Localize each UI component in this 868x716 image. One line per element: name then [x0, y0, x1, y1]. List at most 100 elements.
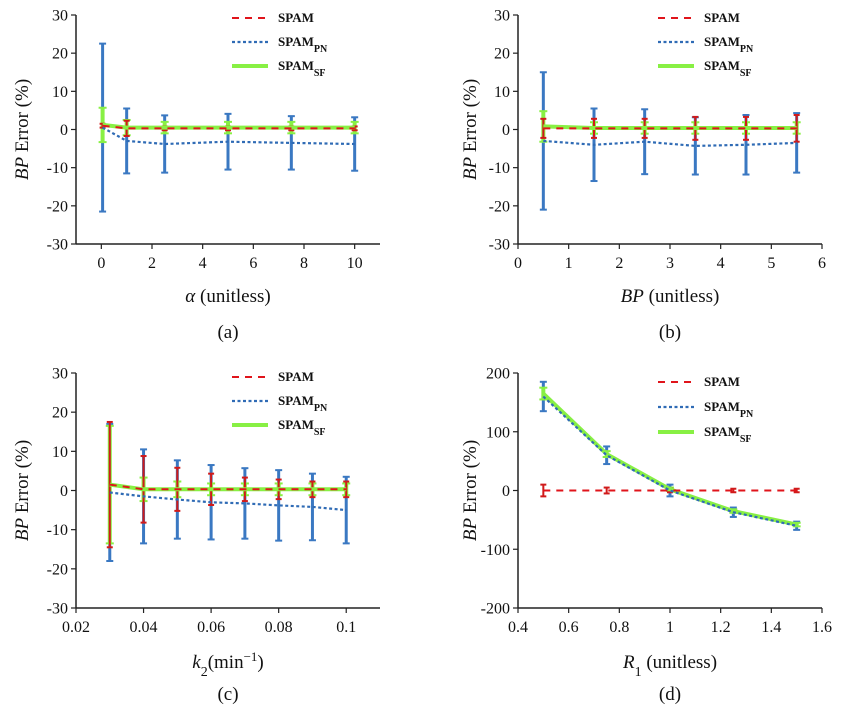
y-tick-label: 100 — [486, 424, 510, 441]
legend-label-sub: PN — [740, 44, 754, 55]
y-tick-label: 10 — [52, 444, 68, 461]
x-tick-label: 5 — [767, 255, 775, 272]
legend-label-main: SPAM — [704, 374, 740, 389]
x-tick-label: 0 — [97, 255, 105, 272]
panel-label: (b) — [659, 322, 681, 343]
y-tick-label: -100 — [481, 542, 510, 559]
y-tick-label: 20 — [52, 405, 68, 422]
y-tick-label: 0 — [502, 122, 510, 139]
x-axis-label-italic: α — [185, 286, 196, 307]
y-axis-label-italic: BP — [12, 157, 33, 181]
legend-label-sub: PN — [314, 403, 328, 414]
legend-label-main: SPAM — [278, 58, 314, 73]
y-axis-label-italic: BP — [460, 518, 481, 542]
x-tick-label: 1.4 — [761, 619, 781, 636]
series-line-spampn — [109, 491, 347, 512]
y-tick-label: -20 — [47, 561, 68, 578]
x-tick-label: 8 — [300, 255, 308, 272]
series-line-spam — [102, 124, 355, 130]
x-tick-label: 1 — [666, 619, 674, 636]
legend-label-main: SPAM — [278, 369, 314, 384]
legend-label-main: SPAM — [278, 393, 314, 408]
panel-label: (c) — [217, 684, 238, 705]
x-tick-label: 3 — [666, 255, 674, 272]
y-tick-label: -10 — [47, 160, 68, 177]
series-line-spamsf — [541, 392, 798, 527]
x-axis-label-rest: (unitless) — [642, 652, 717, 673]
x-axis-label: BP (unitless) — [621, 286, 720, 307]
y-tick-label: -30 — [489, 237, 510, 254]
legend-label-main: SPAM — [704, 58, 740, 73]
x-tick-label: 1.2 — [711, 619, 731, 636]
y-axis-label-rest: Error (%) — [460, 440, 481, 518]
y-axis-label: BP Error (%) — [12, 440, 33, 541]
y-tick-label: 30 — [494, 8, 510, 25]
x-tick-label: 2 — [148, 255, 156, 272]
x-tick-label: 6 — [249, 255, 257, 272]
x-tick-label: 0.8 — [609, 619, 629, 636]
chart-panel-1: 30 20 10 0 -10 -20 -30 0 2 4 6 8 10 BP Error (%) α (un… — [12, 8, 380, 343]
x-axis-label-rest: (unitless) — [644, 286, 719, 307]
y-tick-label: 0 — [502, 483, 510, 500]
x-tick-label: 0.02 — [62, 619, 90, 636]
y-tick-label: 10 — [52, 84, 68, 101]
y-axis-label-italic: BP — [460, 157, 481, 181]
y-tick-label: 30 — [52, 8, 68, 25]
y-tick-label: -10 — [489, 160, 510, 177]
x-tick-label: 4 — [717, 255, 725, 272]
legend-label-main: SPAM — [704, 399, 740, 414]
legend-label-main: SPAM — [278, 34, 314, 49]
y-tick-label: 10 — [494, 84, 510, 101]
panel-label: (d) — [659, 684, 681, 705]
legend-label: SPAMPN — [278, 34, 328, 55]
x-axis-label-sub: 2 — [201, 665, 208, 680]
x-tick-label: 0.6 — [559, 619, 579, 636]
y-axis-label: BP Error (%) — [460, 79, 481, 180]
y-tick-label: 20 — [494, 46, 510, 63]
x-tick-label: 4 — [199, 255, 207, 272]
y-tick-label: -20 — [47, 198, 68, 215]
x-tick-label: 1 — [565, 255, 573, 272]
x-axis-label-sub: 1 — [635, 665, 642, 680]
x-axis-label: k2(min−1) — [192, 649, 264, 680]
x-axis-label: α (unitless) — [185, 286, 270, 307]
y-axis-label: BP Error (%) — [460, 440, 481, 541]
x-axis-label: R1 (unitless) — [622, 652, 717, 680]
y-axis-label-rest: Error (%) — [12, 79, 33, 157]
x-axis-label-sup: −1 — [244, 649, 258, 664]
legend-label-main: SPAM — [704, 34, 740, 49]
x-tick-label: 0.4 — [508, 619, 528, 636]
legend-label: SPAMPN — [278, 393, 328, 414]
x-tick-label: 0.08 — [265, 619, 293, 636]
x-tick-label: 0 — [514, 255, 522, 272]
x-axis-label-mid: (min — [208, 652, 244, 673]
series-line-spampn — [102, 126, 355, 146]
series-line-spampn — [542, 395, 797, 527]
legend-label: SPAM — [278, 369, 314, 384]
legend-label-main: SPAM — [704, 424, 740, 439]
x-tick-label: 1.6 — [812, 619, 832, 636]
legend-label: SPAMSF — [704, 58, 752, 79]
y-tick-label: 0 — [60, 122, 68, 139]
legend-label: SPAM — [704, 374, 740, 389]
x-tick-label: 0.06 — [197, 619, 225, 636]
y-axis-label-rest: Error (%) — [12, 440, 33, 518]
legend-label: SPAMSF — [278, 58, 326, 79]
y-tick-label: 30 — [52, 366, 68, 383]
x-tick-label: 6 — [818, 255, 826, 272]
x-tick-label: 0.1 — [336, 619, 356, 636]
legend-label: SPAMSF — [704, 424, 752, 445]
legend-label-sub: SF — [314, 68, 326, 79]
legend-label-main: SPAM — [278, 10, 314, 25]
y-tick-label: -200 — [481, 601, 510, 618]
x-axis-label-italic: BP — [621, 286, 645, 307]
x-axis-label-italic: k — [192, 652, 201, 673]
y-axis-label-italic: BP — [12, 518, 33, 542]
y-tick-label: -10 — [47, 522, 68, 539]
y-tick-label: 20 — [52, 46, 68, 63]
legend-label-sub: PN — [314, 44, 328, 55]
legend-label: SPAM — [278, 10, 314, 25]
